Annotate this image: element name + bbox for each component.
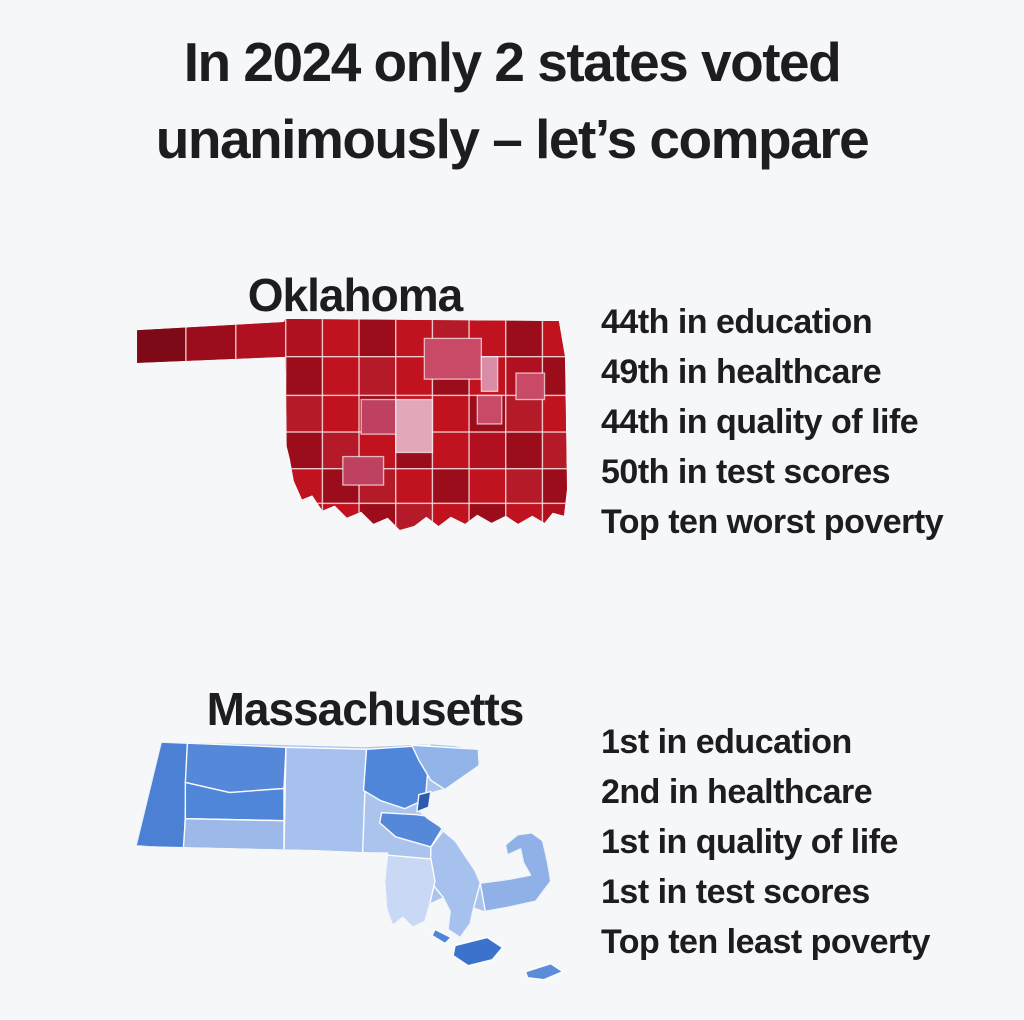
stat-line: Top ten least poverty [601, 923, 930, 961]
stat-line: 49th in healthcare [601, 353, 882, 391]
elizabeth-islands-shape [431, 928, 452, 945]
oklahoma-counties [137, 319, 567, 530]
massachusetts-islands [431, 928, 564, 981]
marthas-vineyard-shape [452, 936, 504, 967]
title-line-2: unanimously – let’s compare [155, 108, 870, 170]
massachusetts-heading: Massachusetts [206, 683, 525, 735]
oklahoma-map [137, 319, 567, 530]
massachusetts-map [136, 742, 564, 981]
massachusetts-stats-list: 1st in education 2nd in healthcare 1st i… [601, 717, 930, 967]
stat-line: 44th in education [601, 303, 873, 341]
meme-title: In 2024 only 2 states voted unanimously … [0, 24, 1024, 178]
oklahoma-state-shape [137, 319, 567, 530]
massachusetts-counties [136, 742, 551, 938]
stat-line: 44th in quality of life [601, 403, 919, 441]
oklahoma-heading: Oklahoma [247, 269, 463, 321]
massachusetts-state-shape [136, 742, 564, 981]
nantucket-shape [524, 962, 564, 981]
stat-line: 1st in test scores [601, 873, 870, 911]
stat-line: 1st in education [601, 723, 852, 761]
title-line-1: In 2024 only 2 states voted [183, 31, 842, 93]
stat-line: Top ten worst poverty [601, 503, 944, 541]
stat-line: 2nd in healthcare [601, 773, 873, 811]
oklahoma-stats-list: 44th in education 49th in healthcare 44t… [601, 297, 944, 547]
stat-line: 1st in quality of life [601, 823, 898, 861]
stat-line: 50th in test scores [601, 453, 891, 491]
